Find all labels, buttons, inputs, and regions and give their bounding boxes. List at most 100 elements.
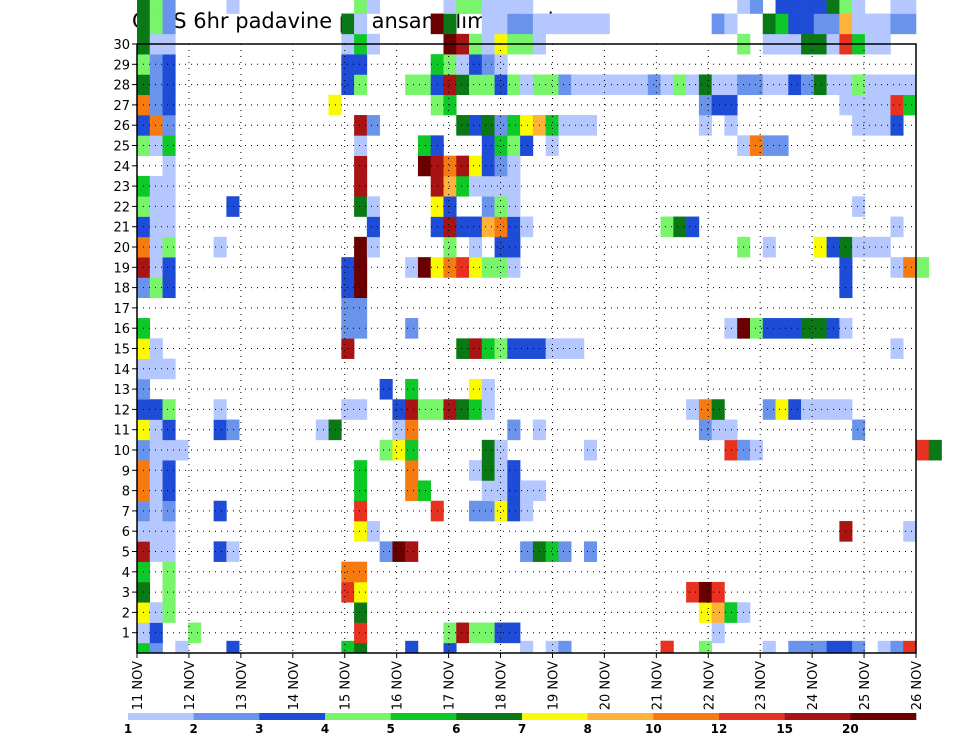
heatmap-cell: [788, 318, 802, 339]
heatmap-cell: [149, 0, 163, 14]
heatmap-cell: [469, 460, 483, 481]
heatmap-cell: [162, 358, 176, 380]
heatmap-cell: [494, 500, 508, 522]
heatmap-cell: [558, 640, 572, 654]
heatmap-cell: [507, 0, 521, 14]
y-tick-label: 18: [113, 282, 130, 297]
heatmap-cell: [354, 640, 368, 654]
heatmap-cell: [469, 54, 483, 75]
heatmap-cell: [354, 196, 368, 217]
colorbar-swatch: [259, 713, 326, 720]
heatmap-cell: [149, 236, 163, 258]
x-tick-label: 18 NOV: [495, 661, 510, 710]
heatmap-cell: [852, 94, 866, 116]
heatmap-cell: [366, 236, 380, 258]
heatmap-cell: [354, 175, 368, 197]
heatmap-cell: [571, 115, 585, 136]
heatmap-cell: [520, 0, 534, 14]
heatmap-cell: [558, 13, 572, 35]
heatmap-cell: [903, 0, 917, 14]
y-tick-label: 11: [113, 424, 130, 439]
heatmap-cell: [813, 13, 827, 35]
heatmap-cell: [354, 460, 368, 481]
heatmap-cell: [698, 419, 712, 441]
heatmap-cell: [749, 74, 764, 96]
heatmap-cell: [813, 318, 827, 339]
heatmap-cell: [354, 399, 368, 420]
heatmap-cell: [507, 419, 521, 441]
heatmap-cell: [417, 135, 432, 156]
heatmap-cell: [558, 74, 572, 96]
heatmap-cell: [149, 439, 163, 461]
heatmap-cell: [890, 338, 904, 359]
colorbar-label: 15: [776, 722, 793, 736]
heatmap-cell: [443, 622, 457, 644]
heatmap-cell: [417, 155, 432, 177]
heatmap-cell: [149, 216, 163, 238]
heatmap-cell: [609, 74, 623, 96]
heatmap-cell: [469, 74, 483, 96]
y-tick-label: 7: [122, 505, 130, 520]
heatmap-cell: [162, 74, 176, 96]
heatmap-cell: [852, 0, 866, 14]
heatmap-cell: [826, 0, 840, 14]
heatmap-cell: [417, 480, 432, 502]
colorbar-swatch: [719, 713, 785, 720]
heatmap-cell: [877, 236, 891, 258]
y-tick-label: 10: [113, 444, 130, 459]
heatmap-cell: [354, 500, 368, 522]
heatmap-cell: [481, 175, 495, 197]
heatmap-cell: [405, 480, 419, 502]
heatmap-cell: [916, 439, 930, 461]
heatmap-cell: [405, 460, 419, 481]
x-tick-label: 11 NOV: [131, 661, 146, 710]
x-tick-label: 20 NOV: [598, 661, 613, 710]
heatmap-cell: [724, 419, 738, 441]
heatmap-cell: [890, 13, 904, 35]
heatmap-cell: [366, 521, 380, 542]
heatmap-cell: [481, 399, 495, 420]
heatmap-cell: [443, 94, 457, 116]
y-axis: 1234567891011121314151617181920212223242…: [113, 38, 137, 642]
heatmap-cell: [481, 338, 495, 359]
colorbar-label: 2: [189, 722, 197, 736]
heatmap-cell: [698, 602, 712, 623]
colorbar-label: 5: [386, 722, 394, 736]
heatmap-cell: [494, 13, 508, 35]
heatmap-cell: [481, 196, 495, 217]
colorbar-swatch: [653, 713, 720, 720]
colorbar-label: 3: [255, 722, 263, 736]
heatmap-cell: [762, 640, 776, 654]
heatmap-cell: [507, 74, 521, 96]
x-axis: 11 NOV 12 NOV 13 NOV 14 NOV 15 NOV 16 NOV 17 N…: [131, 653, 925, 710]
heatmap-cell: [852, 196, 866, 217]
heatmap-cell: [852, 419, 866, 441]
heatmap-cell: [456, 115, 470, 136]
heatmap-cell: [724, 318, 738, 339]
heatmap-cell: [494, 0, 508, 14]
y-tick-label: 22: [113, 200, 130, 215]
heatmap-cell: [405, 257, 419, 278]
heatmap-cell: [162, 500, 176, 522]
heatmap-cell: [443, 640, 457, 654]
heatmap-cell: [366, 196, 380, 217]
heatmap-cell: [149, 419, 163, 441]
y-tick-label: 28: [113, 79, 130, 94]
heatmap-cell: [354, 135, 368, 156]
heatmap-cell: [149, 622, 163, 644]
heatmap-cell: [469, 216, 483, 238]
heatmap-cell: [494, 135, 508, 156]
heatmap-cell: [494, 115, 508, 136]
y-tick-label: 17: [113, 302, 130, 317]
heatmap-cell: [379, 378, 393, 400]
heatmap-cell: [558, 338, 572, 359]
colorbar-label: 12: [711, 722, 728, 736]
heatmap-cell: [890, 257, 904, 278]
heatmap-cell: [149, 135, 163, 156]
x-tick-label: 14 NOV: [287, 661, 302, 710]
heatmap-cell: [711, 74, 725, 96]
heatmap-cell: [149, 460, 163, 481]
heatmap-cell: [686, 74, 700, 96]
heatmap-cell: [520, 640, 534, 654]
x-tick-label: 25 NOV: [858, 661, 873, 710]
